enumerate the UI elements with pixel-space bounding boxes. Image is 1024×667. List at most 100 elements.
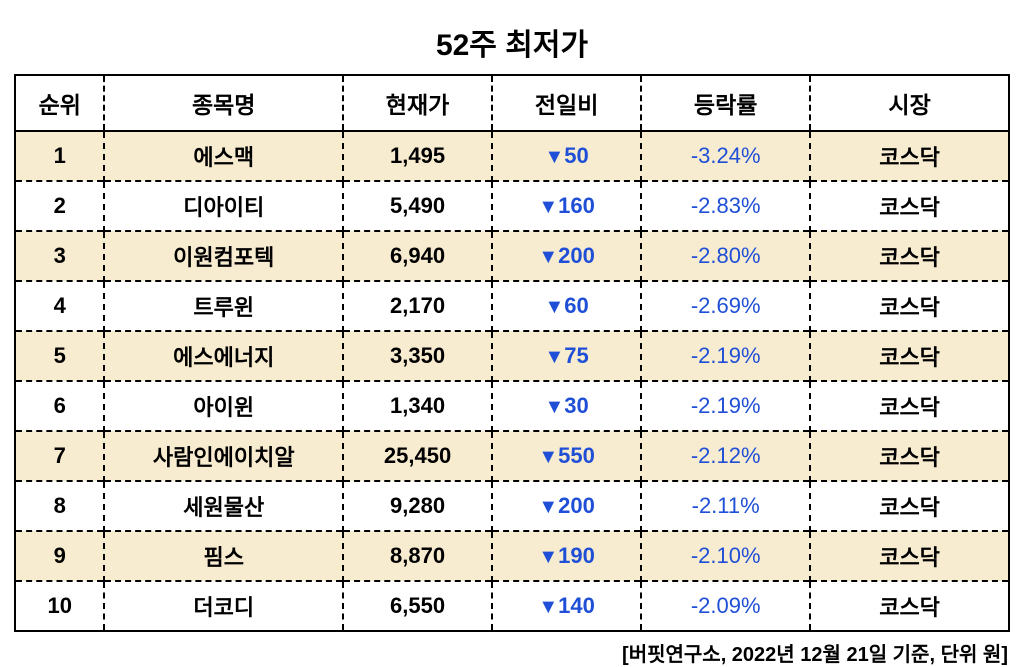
change-value: 190 xyxy=(558,543,595,568)
col-header-rank: 순위 xyxy=(15,75,104,131)
cell-market: 코스닥 xyxy=(810,431,1009,481)
cell-rank: 2 xyxy=(15,181,104,231)
table-body: 1 에스맥 1,495 ▼50 -3.24% 코스닥 2 디아이티 5,490 … xyxy=(15,131,1009,631)
table-header-row: 순위 종목명 현재가 전일비 등락률 시장 xyxy=(15,75,1009,131)
cell-rank: 3 xyxy=(15,231,104,281)
down-arrow-icon: ▼ xyxy=(545,396,565,418)
cell-rate: -2.80% xyxy=(641,231,810,281)
change-value: 550 xyxy=(558,443,595,468)
down-arrow-icon: ▼ xyxy=(545,296,565,318)
cell-price: 6,940 xyxy=(343,231,492,281)
cell-rate: -3.24% xyxy=(641,131,810,181)
cell-name: 핌스 xyxy=(104,531,343,581)
cell-market: 코스닥 xyxy=(810,581,1009,631)
table-row: 10 더코디 6,550 ▼140 -2.09% 코스닥 xyxy=(15,581,1009,631)
table-row: 8 세원물산 9,280 ▼200 -2.11% 코스닥 xyxy=(15,481,1009,531)
cell-name: 에스맥 xyxy=(104,131,343,181)
table-title: 52주 최저가 xyxy=(14,20,1010,64)
cell-market: 코스닥 xyxy=(810,131,1009,181)
table-row: 3 이원컴포텍 6,940 ▼200 -2.80% 코스닥 xyxy=(15,231,1009,281)
cell-price: 2,170 xyxy=(343,281,492,331)
cell-rate: -2.69% xyxy=(641,281,810,331)
cell-price: 1,340 xyxy=(343,381,492,431)
col-header-market: 시장 xyxy=(810,75,1009,131)
cell-market: 코스닥 xyxy=(810,231,1009,281)
cell-price: 25,450 xyxy=(343,431,492,481)
change-value: 60 xyxy=(564,293,588,318)
cell-rate: -2.09% xyxy=(641,581,810,631)
cell-market: 코스닥 xyxy=(810,481,1009,531)
cell-change: ▼160 xyxy=(492,181,641,231)
cell-rank: 5 xyxy=(15,331,104,381)
cell-rank: 8 xyxy=(15,481,104,531)
cell-price: 1,495 xyxy=(343,131,492,181)
cell-price: 3,350 xyxy=(343,331,492,381)
down-arrow-icon: ▼ xyxy=(545,346,565,368)
cell-market: 코스닥 xyxy=(810,531,1009,581)
cell-name: 트루윈 xyxy=(104,281,343,331)
change-value: 50 xyxy=(564,143,588,168)
cell-rate: -2.12% xyxy=(641,431,810,481)
table-row: 2 디아이티 5,490 ▼160 -2.83% 코스닥 xyxy=(15,181,1009,231)
change-value: 200 xyxy=(558,493,595,518)
cell-rate: -2.19% xyxy=(641,381,810,431)
table-row: 7 사람인에이치알 25,450 ▼550 -2.12% 코스닥 xyxy=(15,431,1009,481)
cell-change: ▼200 xyxy=(492,481,641,531)
col-header-name: 종목명 xyxy=(104,75,343,131)
change-value: 75 xyxy=(564,343,588,368)
table-row: 9 핌스 8,870 ▼190 -2.10% 코스닥 xyxy=(15,531,1009,581)
table-row: 6 아이윈 1,340 ▼30 -2.19% 코스닥 xyxy=(15,381,1009,431)
table-row: 4 트루윈 2,170 ▼60 -2.69% 코스닥 xyxy=(15,281,1009,331)
cell-name: 사람인에이치알 xyxy=(104,431,343,481)
cell-rate: -2.11% xyxy=(641,481,810,531)
cell-name: 세원물산 xyxy=(104,481,343,531)
col-header-change: 전일비 xyxy=(492,75,641,131)
down-arrow-icon: ▼ xyxy=(538,246,558,268)
cell-price: 5,490 xyxy=(343,181,492,231)
cell-rank: 10 xyxy=(15,581,104,631)
cell-change: ▼60 xyxy=(492,281,641,331)
change-value: 200 xyxy=(558,243,595,268)
cell-name: 아이윈 xyxy=(104,381,343,431)
cell-market: 코스닥 xyxy=(810,281,1009,331)
cell-market: 코스닥 xyxy=(810,331,1009,381)
cell-name: 에스에너지 xyxy=(104,331,343,381)
cell-change: ▼50 xyxy=(492,131,641,181)
cell-rate: -2.10% xyxy=(641,531,810,581)
cell-rank: 6 xyxy=(15,381,104,431)
cell-change: ▼140 xyxy=(492,581,641,631)
table-row: 5 에스에너지 3,350 ▼75 -2.19% 코스닥 xyxy=(15,331,1009,381)
cell-rank: 9 xyxy=(15,531,104,581)
cell-market: 코스닥 xyxy=(810,381,1009,431)
cell-rate: -2.19% xyxy=(641,331,810,381)
down-arrow-icon: ▼ xyxy=(545,146,565,168)
change-value: 160 xyxy=(558,193,595,218)
cell-rank: 7 xyxy=(15,431,104,481)
cell-change: ▼75 xyxy=(492,331,641,381)
table-footnote: [버핏연구소, 2022년 12월 21일 기준, 단위 원] xyxy=(14,638,1010,667)
cell-price: 6,550 xyxy=(343,581,492,631)
down-arrow-icon: ▼ xyxy=(538,546,558,568)
cell-change: ▼30 xyxy=(492,381,641,431)
cell-market: 코스닥 xyxy=(810,181,1009,231)
cell-name: 더코디 xyxy=(104,581,343,631)
down-arrow-icon: ▼ xyxy=(538,196,558,218)
cell-rank: 4 xyxy=(15,281,104,331)
col-header-price: 현재가 xyxy=(343,75,492,131)
cell-price: 9,280 xyxy=(343,481,492,531)
cell-change: ▼190 xyxy=(492,531,641,581)
cell-name: 이원컴포텍 xyxy=(104,231,343,281)
cell-change: ▼200 xyxy=(492,231,641,281)
cell-price: 8,870 xyxy=(343,531,492,581)
table-row: 1 에스맥 1,495 ▼50 -3.24% 코스닥 xyxy=(15,131,1009,181)
cell-name: 디아이티 xyxy=(104,181,343,231)
cell-rate: -2.83% xyxy=(641,181,810,231)
stock-table: 순위 종목명 현재가 전일비 등락률 시장 1 에스맥 1,495 ▼50 -3… xyxy=(14,74,1010,632)
change-value: 140 xyxy=(558,593,595,618)
down-arrow-icon: ▼ xyxy=(538,596,558,618)
down-arrow-icon: ▼ xyxy=(538,496,558,518)
change-value: 30 xyxy=(564,393,588,418)
cell-rank: 1 xyxy=(15,131,104,181)
col-header-rate: 등락률 xyxy=(641,75,810,131)
cell-change: ▼550 xyxy=(492,431,641,481)
